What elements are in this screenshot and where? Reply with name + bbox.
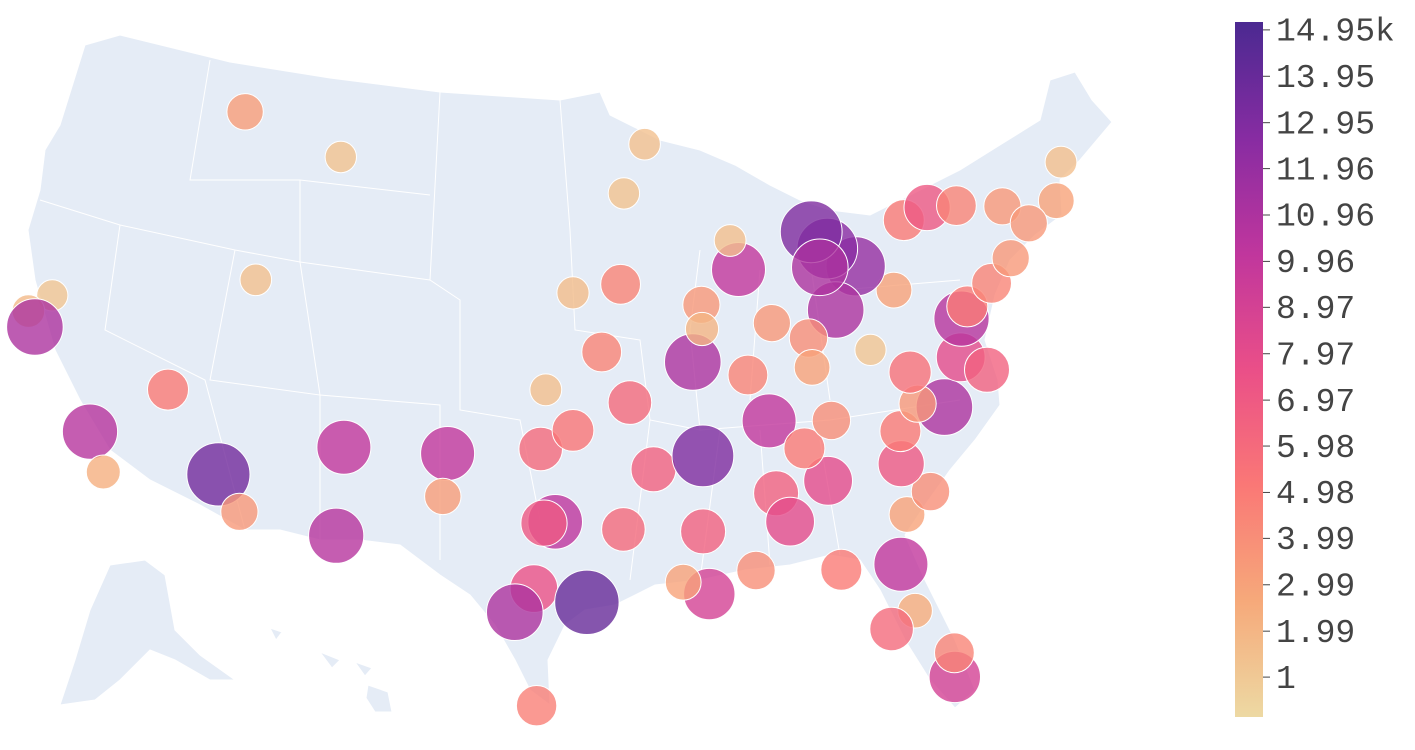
colorbar-tick-label: 9.96 [1276,245,1355,282]
bubble [239,263,273,297]
bubble [424,477,462,516]
bubble [964,346,1010,393]
bubble [324,140,357,174]
colorbar-gradient [1235,22,1263,717]
bubble [520,499,568,547]
bubble [793,349,831,386]
bubble [420,426,476,481]
bubble-layer [6,93,1078,727]
alaska [59,559,237,706]
border [209,249,321,540]
colorbar-tick-label: 11.96 [1276,152,1375,189]
bubble [820,548,863,591]
bubble [671,424,735,488]
bubble [741,393,797,449]
bubble [607,380,653,425]
bubble [226,93,264,131]
bubble [713,224,747,257]
bubble [888,496,926,533]
colorbar-tick-label: 6.97 [1276,384,1355,421]
bubble [888,350,932,394]
border [629,419,841,581]
bubble [600,263,641,305]
bubble [854,333,887,366]
bubble [529,373,563,407]
bubble [630,446,677,493]
bubble [1037,182,1075,220]
bubble [934,632,975,674]
colorbar-tick-label: 7.97 [1276,337,1355,374]
bubble [765,496,815,547]
colorbar-tick-label: 14.95k [1276,14,1395,51]
bubble [783,427,826,470]
bubble [791,238,849,297]
bubble [875,271,913,309]
bubble [1044,145,1078,179]
bubble [581,331,623,373]
colorbar-tick-label: 2.99 [1276,568,1355,605]
bubble [308,507,365,564]
colorbar-tick-label: 3.99 [1276,522,1355,559]
bubble [551,409,595,452]
bubble [936,185,977,227]
colorbar-tick-label: 1.99 [1276,615,1355,652]
colorbar-tick-label: 10.96 [1276,199,1375,236]
bubble [991,239,1030,278]
bubble [727,354,769,396]
bubble [1009,204,1048,243]
colorbar: 1 1.99 2.99 3.99 4.98 5.98 6.97 7.97 8.97 9.96 10.… [1235,14,1395,717]
colorbar-tick-label: 8.97 [1276,291,1355,328]
bubble [803,455,853,506]
colorbar-tick-label: 4.98 [1276,476,1355,513]
bubble [515,685,558,727]
bubble [147,368,189,411]
bubble [61,403,119,460]
border [559,99,961,431]
bubble [811,400,852,441]
bubble [680,508,727,555]
bubble [684,311,720,347]
border [189,59,431,196]
bubble [664,563,702,601]
colorbar-tick-label: 1 [1276,661,1296,698]
bubble [85,454,121,490]
bubble [873,536,929,592]
bubble [554,569,620,635]
bubble [556,276,590,310]
bubble [736,550,776,591]
bubble [752,304,792,343]
hawaii [269,627,393,713]
bubble [220,492,259,531]
colorbar-tick-label: 12.95 [1276,106,1375,143]
bubble [186,442,251,507]
bubble [628,127,661,161]
bubble [316,419,372,475]
bubble [6,298,64,356]
colorbar-tick-label: 13.95 [1276,60,1375,97]
bubble [910,471,951,512]
colorbar-tick-label: 5.98 [1276,430,1355,467]
bubble [601,507,646,552]
bubble [869,606,914,652]
bubble [486,583,544,642]
bubble [607,177,641,210]
